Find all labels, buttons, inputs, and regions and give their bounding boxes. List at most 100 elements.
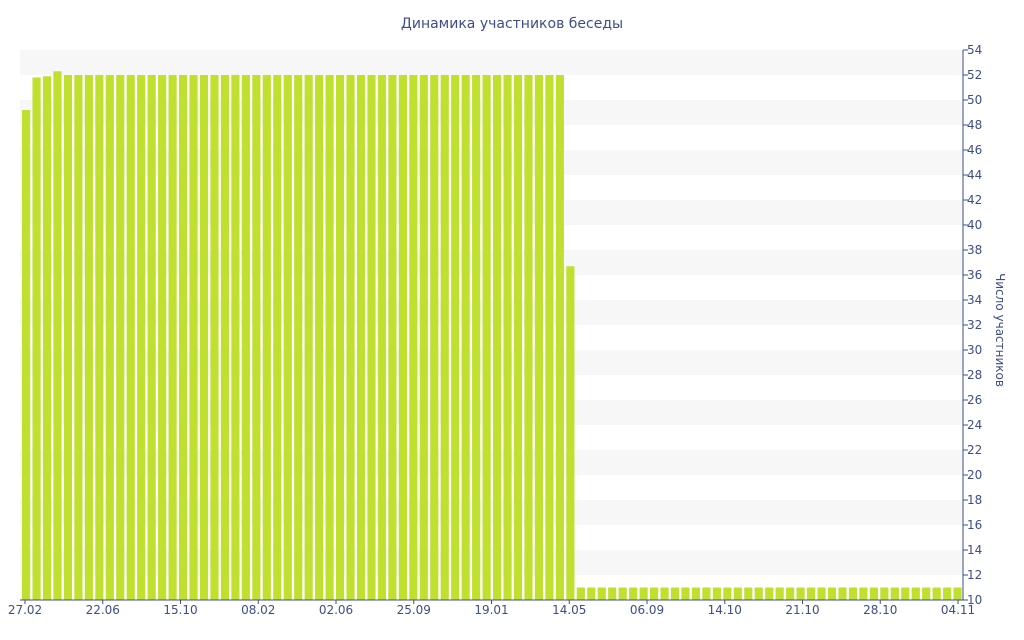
y-tick-label: 18: [967, 493, 982, 507]
bar: [555, 75, 564, 600]
y-tick-label: 10: [967, 593, 982, 607]
bar: [890, 587, 899, 600]
y-tick-label: 46: [967, 143, 982, 157]
x-tick-label: 08.02: [241, 603, 275, 617]
x-axis-ticks: 27.02 22.06 15.10 08.02 02.06 25.09 19.01 14.05…: [8, 600, 975, 617]
bar: [367, 75, 376, 600]
bar: [95, 75, 104, 600]
bar: [304, 75, 313, 600]
bar: [53, 71, 62, 600]
y-tick-label: 44: [967, 168, 982, 182]
x-tick-label: 06.09: [630, 603, 664, 617]
bar: [827, 587, 837, 600]
bar: [116, 75, 125, 600]
grid-band: [20, 500, 963, 525]
bar: [576, 587, 585, 600]
bar: [231, 75, 240, 600]
grid-band: [20, 50, 963, 75]
bar: [587, 587, 596, 600]
y-tick-label: 20: [967, 468, 982, 482]
bar: [461, 75, 470, 600]
bar: [629, 587, 638, 600]
bar: [932, 587, 941, 600]
bar: [880, 587, 889, 600]
bar: [262, 75, 271, 600]
bar: [409, 75, 418, 600]
bar: [430, 75, 439, 600]
bar: [74, 75, 83, 600]
bar: [754, 587, 763, 600]
bar: [775, 587, 784, 600]
bar: [681, 587, 690, 600]
bar: [765, 587, 774, 600]
grid-band: [20, 250, 963, 275]
bar: [179, 75, 188, 600]
y-axis-title: Число участников: [993, 273, 1007, 387]
bar: [63, 75, 73, 600]
bar: [723, 587, 732, 600]
bar: [608, 587, 617, 600]
bar: [283, 75, 292, 600]
bar: [84, 75, 93, 600]
y-tick-label: 14: [967, 543, 982, 557]
bar: [210, 75, 219, 600]
grid-band: [20, 450, 963, 475]
bar: [336, 75, 345, 600]
bar: [848, 587, 858, 600]
x-tick-label: 27.02: [8, 603, 42, 617]
bar: [660, 587, 669, 600]
bar: [346, 75, 355, 600]
bar: [22, 110, 31, 600]
x-tick-label: 14.05: [552, 603, 586, 617]
x-tick-label: 15.10: [163, 603, 197, 617]
y-tick-label: 38: [967, 243, 982, 257]
bar: [398, 75, 407, 600]
x-tick-label: 02.06: [319, 603, 353, 617]
bar: [32, 77, 41, 600]
grid-band: [20, 200, 963, 225]
bar: [189, 75, 198, 600]
y-tick-label: 28: [967, 368, 982, 382]
y-tick-label: 48: [967, 118, 982, 132]
bar: [419, 75, 428, 600]
bar: [838, 587, 847, 600]
grid-band: [20, 150, 963, 175]
bar: [922, 587, 931, 600]
bar: [126, 75, 135, 600]
y-tick-label: 32: [967, 318, 982, 332]
bar: [691, 587, 701, 600]
bar: [796, 587, 805, 600]
bar: [943, 587, 952, 600]
bar: [817, 587, 826, 600]
bar: [807, 587, 816, 600]
x-tick-label: 14.10: [708, 603, 742, 617]
bar: [137, 75, 146, 600]
chart-title: Динамика участников беседы: [401, 16, 623, 32]
bar: [786, 587, 795, 600]
bar: [597, 587, 606, 600]
bar: [168, 75, 177, 600]
bar: [901, 587, 910, 600]
y-tick-label: 50: [967, 93, 982, 107]
bar: [702, 587, 711, 600]
bar: [377, 75, 387, 600]
bar: [618, 587, 627, 600]
bar: [670, 587, 680, 600]
y-tick-label: 26: [967, 393, 982, 407]
bar: [440, 75, 449, 600]
bar: [566, 266, 575, 600]
bar: [315, 75, 324, 600]
y-tick-label: 12: [967, 568, 982, 582]
y-tick-label: 40: [967, 218, 982, 232]
bar-series: [22, 71, 962, 600]
bar: [356, 75, 366, 600]
bar: [524, 75, 533, 600]
bar: [733, 587, 742, 600]
bar: [241, 75, 250, 600]
grid-band: [20, 550, 963, 575]
x-tick-label: 04.11: [941, 603, 975, 617]
bar: [503, 75, 512, 600]
bar: [472, 75, 481, 600]
bar: [220, 75, 230, 600]
